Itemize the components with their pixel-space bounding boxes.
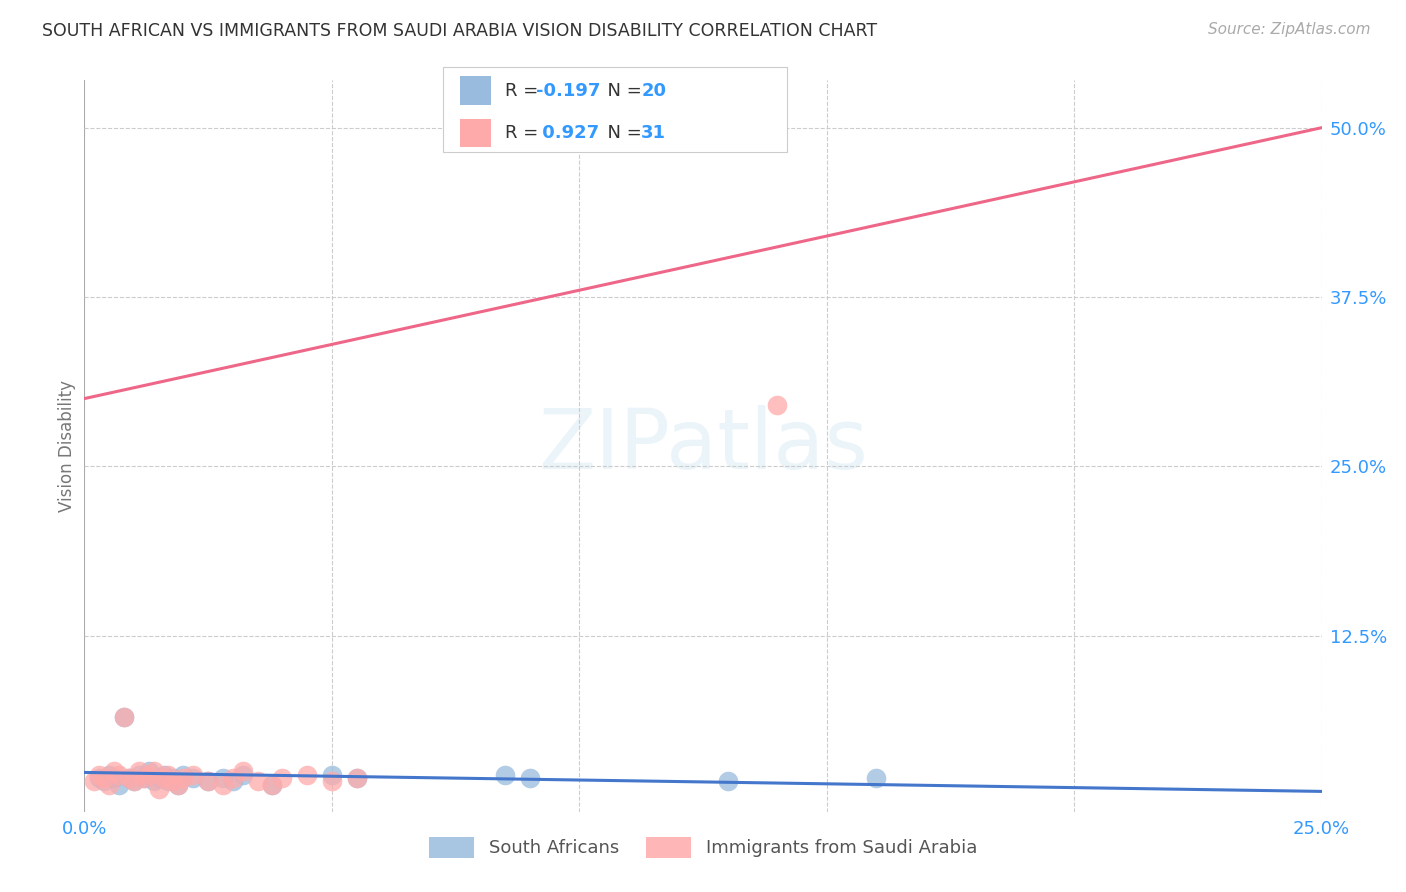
Point [157, 768, 180, 782]
Point [222, 773, 245, 788]
Point [103, 764, 125, 778]
Point [212, 771, 235, 785]
Text: N =: N = [596, 82, 648, 100]
Text: 31: 31 [641, 124, 666, 142]
Point [93, 773, 115, 788]
Point [108, 778, 131, 792]
Point [262, 778, 284, 792]
Point [167, 778, 190, 792]
Point [103, 771, 125, 785]
Point [122, 773, 145, 788]
Point [98, 778, 121, 792]
Point [152, 771, 174, 785]
Point [212, 778, 235, 792]
Point [128, 768, 150, 782]
Y-axis label: Vision Disability: Vision Disability [58, 380, 76, 512]
Point [142, 764, 165, 778]
Point [172, 768, 194, 782]
Point [83, 773, 105, 788]
Text: R =: R = [505, 124, 544, 142]
Point [112, 710, 135, 724]
Point [148, 781, 170, 796]
Text: -0.197: -0.197 [536, 82, 600, 100]
Point [246, 773, 269, 788]
Point [167, 778, 190, 792]
Point [346, 771, 368, 785]
Point [321, 773, 343, 788]
Point [181, 771, 204, 785]
Point [148, 771, 170, 785]
Text: R =: R = [505, 82, 544, 100]
Point [157, 773, 180, 788]
Point [118, 771, 141, 785]
Point [232, 764, 254, 778]
Point [138, 764, 160, 778]
Point [138, 768, 160, 782]
Point [98, 768, 121, 782]
Point [89, 771, 111, 785]
Point [132, 771, 155, 785]
Point [162, 773, 184, 788]
Text: N =: N = [596, 124, 648, 142]
Point [262, 778, 284, 792]
Point [494, 768, 516, 782]
Point [132, 771, 155, 785]
Point [118, 771, 141, 785]
Point [181, 768, 204, 782]
Point [346, 771, 368, 785]
Text: Source: ZipAtlas.com: Source: ZipAtlas.com [1208, 22, 1371, 37]
Point [717, 773, 740, 788]
Text: SOUTH AFRICAN VS IMMIGRANTS FROM SAUDI ARABIA VISION DISABILITY CORRELATION CHAR: SOUTH AFRICAN VS IMMIGRANTS FROM SAUDI A… [42, 22, 877, 40]
Point [93, 771, 115, 785]
Point [197, 773, 219, 788]
Point [222, 771, 245, 785]
Point [172, 771, 194, 785]
Legend: South Africans, Immigrants from Saudi Arabia: South Africans, Immigrants from Saudi Ar… [422, 830, 984, 865]
Point [162, 771, 184, 785]
Point [197, 773, 219, 788]
Text: 20: 20 [641, 82, 666, 100]
Point [766, 398, 789, 412]
Text: 0.927: 0.927 [536, 124, 599, 142]
Point [112, 710, 135, 724]
Point [519, 771, 541, 785]
Point [122, 773, 145, 788]
Point [295, 768, 318, 782]
Point [232, 768, 254, 782]
Point [321, 768, 343, 782]
Point [152, 768, 174, 782]
Point [108, 768, 131, 782]
Point [142, 773, 165, 788]
Point [89, 768, 111, 782]
Point [865, 771, 887, 785]
Text: ZIPatlas: ZIPatlas [538, 406, 868, 486]
Point [128, 764, 150, 778]
Point [271, 771, 294, 785]
